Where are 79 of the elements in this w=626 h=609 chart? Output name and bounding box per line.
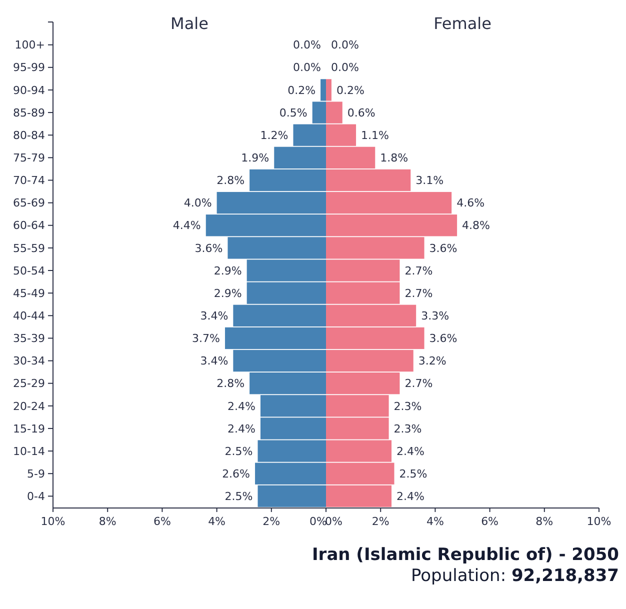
y-tick-label: 50-54 — [13, 264, 45, 278]
y-tick-label: 0-4 — [27, 490, 45, 504]
y-tick-label: 5-9 — [27, 467, 45, 480]
data-label: 2.4% — [228, 400, 256, 413]
data-label: 2.4% — [228, 422, 256, 436]
data-label: 1.1% — [361, 128, 389, 142]
y-tick-label: 95-99 — [13, 61, 45, 74]
y-tick-label: 15-19 — [13, 422, 45, 436]
data-label: 4.4% — [172, 219, 201, 232]
data-label: 3.4% — [200, 354, 228, 368]
data-label: 0.6% — [347, 106, 376, 120]
data-label: 0.0% — [293, 38, 321, 52]
y-tick-label: 45-49 — [13, 286, 45, 300]
x-tick-label: 10% — [40, 515, 66, 528]
data-label: 3.3% — [421, 309, 450, 322]
y-tick-label: 80-84 — [13, 128, 45, 142]
text: Population: 92,218,837 — [411, 566, 619, 586]
data-label: 0.0% — [293, 61, 321, 74]
data-label: 3.2% — [418, 354, 446, 368]
x-tick-label: 2% — [262, 515, 280, 528]
x-tick-label: 2% — [372, 515, 390, 528]
chart-title: Female — [434, 14, 492, 33]
data-label: 0.0% — [331, 38, 359, 52]
y-tick-label: 85-89 — [13, 106, 45, 120]
data-label: 2.7% — [404, 286, 433, 300]
data-label: 2.3% — [394, 400, 422, 413]
data-label: 0.2% — [288, 84, 316, 97]
data-label: 1.8% — [380, 152, 408, 165]
data-label: 2.9% — [214, 286, 242, 300]
data-label: 2.7% — [404, 264, 433, 278]
data-label: 2.6% — [222, 467, 250, 480]
y-tick-label: 30-34 — [13, 354, 45, 368]
text: Iran (Islamic Republic of) - 2050 — [312, 545, 620, 565]
y-tick-label: 40-44 — [13, 309, 45, 322]
x-tick-label: 0% — [325, 515, 342, 528]
chart-title: Male — [170, 14, 208, 33]
data-label: 4.8% — [462, 219, 490, 232]
x-tick-label: 6% — [153, 515, 171, 528]
x-tick-label: 0% — [310, 515, 327, 528]
x-tick-label: 8% — [98, 515, 116, 528]
data-label: 2.7% — [404, 377, 433, 390]
x-tick-label: 4% — [426, 515, 444, 528]
data-label: 4.0% — [184, 196, 212, 210]
data-label: 2.5% — [224, 490, 253, 504]
data-label: 3.1% — [416, 174, 444, 188]
data-label: 0.5% — [279, 106, 308, 120]
y-tick-label: 100+ — [14, 38, 45, 52]
y-tick-label: 70-74 — [13, 174, 45, 188]
x-tick-label: 4% — [208, 515, 226, 528]
y-tick-label: 55-59 — [13, 242, 45, 255]
data-label: 2.5% — [399, 467, 428, 480]
data-label: 2.8% — [216, 174, 245, 188]
data-label: 0.2% — [336, 84, 364, 97]
y-tick-label: 90-94 — [13, 84, 45, 97]
data-label: 4.6% — [456, 196, 485, 210]
data-label: 0.0% — [331, 61, 359, 74]
data-label: 3.6% — [429, 242, 458, 255]
x-tick-label: 8% — [536, 515, 554, 528]
data-label: 2.4% — [396, 444, 424, 458]
data-label: 3.7% — [192, 332, 220, 346]
x-tick-label: 6% — [481, 515, 499, 528]
data-label: 3.4% — [200, 309, 228, 322]
data-label: 3.6% — [429, 332, 458, 346]
y-tick-label: 35-39 — [13, 332, 45, 346]
y-tick-label: 65-69 — [13, 196, 45, 210]
y-tick-label: 25-29 — [13, 377, 45, 390]
data-label: 2.3% — [394, 422, 422, 436]
y-tick-label: 75-79 — [13, 152, 45, 165]
data-label: 3.6% — [194, 242, 223, 255]
data-label: 2.9% — [214, 264, 242, 278]
data-label: 1.2% — [260, 128, 288, 142]
y-tick-label: 20-24 — [13, 400, 45, 413]
data-label: 2.8% — [216, 377, 245, 390]
y-tick-label: 10-14 — [13, 444, 45, 458]
x-tick-label: 10% — [586, 515, 612, 528]
y-tick-label: 60-64 — [13, 219, 45, 232]
data-label: 2.5% — [224, 444, 253, 458]
data-label: 1.9% — [241, 152, 270, 165]
data-label: 2.4% — [396, 490, 424, 504]
